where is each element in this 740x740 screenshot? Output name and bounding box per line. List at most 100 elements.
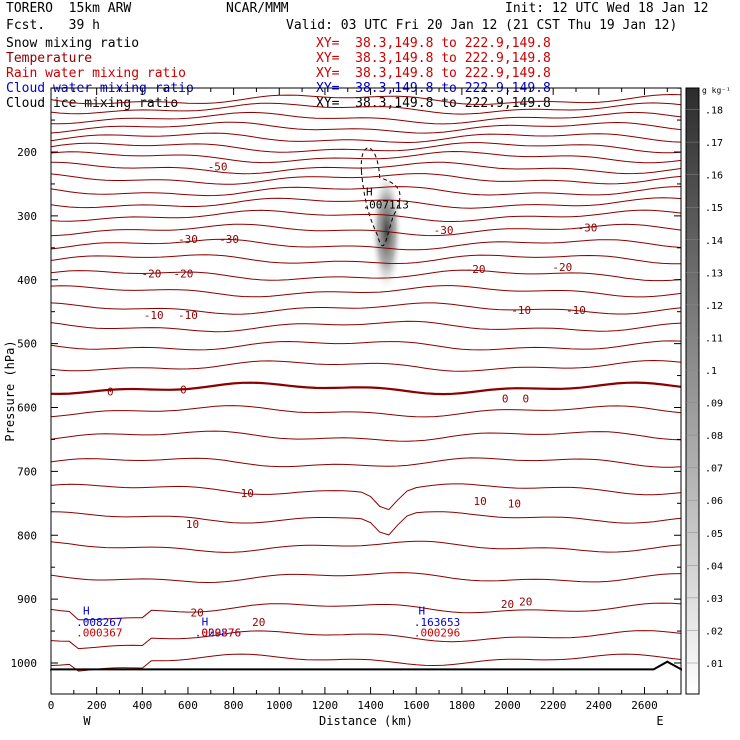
x-tick-label: 1800 — [449, 699, 476, 712]
extremum-label: .029876 — [195, 626, 241, 639]
extremum-label: .007113 — [363, 198, 409, 211]
x-tick-label: 1000 — [266, 699, 293, 712]
colorbar — [685, 87, 700, 695]
isotherm-line — [50, 223, 682, 237]
isotherm-line — [50, 483, 682, 511]
colorbar-tick-label: .14 — [705, 236, 723, 247]
isotherm-label: 0 — [107, 386, 114, 399]
x-tick-label: 2200 — [540, 699, 567, 712]
isotherm-line — [50, 209, 682, 223]
isotherm-line — [50, 359, 682, 372]
colorbar-tick-label: .04 — [705, 561, 723, 572]
center-name: NCAR/MMM — [226, 1, 289, 16]
isotherm-line — [50, 340, 682, 351]
isotherm-label: 20 — [252, 616, 265, 629]
y-tick-label: 300 — [17, 210, 37, 223]
isotherm-label: -30 — [577, 221, 597, 234]
isotherm-line — [50, 197, 682, 209]
y-tick-label: 800 — [17, 529, 37, 542]
x-tick-label: 1200 — [312, 699, 339, 712]
extremum-label: H — [366, 186, 373, 199]
isotherm-label: -30 — [178, 233, 198, 246]
isotherm-line — [50, 238, 682, 251]
y-tick-label: 500 — [17, 338, 37, 351]
field-label-rain: Rain water mixing ratio — [6, 66, 187, 81]
isotherm-label: -10 — [178, 309, 198, 322]
extremum-label: .000296 — [414, 626, 460, 639]
x-tick-label: 0 — [48, 699, 55, 712]
isotherm-label: 0 — [522, 393, 529, 406]
isotherm-line — [50, 150, 682, 164]
x-tick-label: 200 — [87, 699, 107, 712]
extremum-label: H — [83, 605, 90, 618]
isotherm-line — [50, 430, 682, 442]
isotherm-label: -20 — [141, 267, 161, 280]
colorbar-tick-label: .18 — [705, 106, 723, 117]
forecast-hour: Fcst. 39 h — [6, 18, 100, 33]
colorbar-tick-label: .02 — [705, 626, 723, 637]
isotherm-label: -50 — [208, 161, 228, 174]
isotherm-label: -30 — [219, 233, 239, 246]
isotherm-label: -10 — [144, 309, 164, 322]
east-end-label: E — [656, 714, 663, 728]
colorbar-unit: g kg⁻¹ — [702, 86, 731, 95]
extremum-label: .008267 — [76, 616, 122, 629]
colorbar-tick-label: .11 — [705, 333, 723, 344]
field-label-cloud-water: Cloud water mixing ratio — [6, 81, 194, 96]
field-xy-temperature: XY= 38.3,149.8 to 222.9,149.8 — [316, 51, 551, 66]
colorbar-tick-label: .05 — [705, 529, 723, 540]
isotherm-line — [50, 121, 682, 134]
isotherm-line — [50, 511, 682, 536]
model-name: TORERO 15km ARW — [6, 1, 132, 16]
isotherm-line — [50, 457, 682, 468]
isotherm-label: 20 — [190, 607, 203, 620]
isotherm-label: -10 — [511, 304, 531, 317]
field-label-cloud-ice: Cloud ice mixing ratio — [6, 96, 179, 111]
isotherm-line — [50, 93, 682, 105]
isotherm-line — [50, 173, 682, 185]
isotherm-line — [50, 302, 682, 315]
y-tick-label: 600 — [17, 402, 37, 415]
field-label-temperature: Temperature — [6, 51, 93, 66]
isotherm-label: 20 — [501, 598, 514, 611]
colorbar-tick-label: .17 — [705, 138, 723, 149]
colorbar-tick-label: .06 — [705, 496, 723, 507]
isotherm-line — [50, 572, 682, 584]
isotherm-line — [50, 381, 682, 396]
isotherm-label: 20 — [519, 596, 532, 609]
x-tick-label: 800 — [224, 699, 244, 712]
colorbar-tick-label: .12 — [705, 301, 723, 312]
isotherm-line — [50, 269, 682, 282]
isotherm-label: 10 — [186, 518, 199, 531]
y-tick-label: 700 — [17, 465, 37, 478]
plot-frame — [50, 87, 682, 695]
init-time: Init: 12 UTC Wed 18 Jan 12 — [505, 1, 709, 16]
isotherm-label: 10 — [241, 487, 254, 500]
isotherm-line — [50, 102, 682, 115]
colorbar-tick-label: .15 — [705, 203, 723, 214]
valid-time: Valid: 03 UTC Fri 20 Jan 12 (21 CST Thu … — [286, 18, 678, 33]
y-tick-label: 200 — [17, 146, 37, 159]
isotherm-line — [50, 161, 682, 175]
x-axis-title: Distance (km) — [319, 714, 413, 728]
extremum-label: .163653 — [414, 616, 460, 629]
x-tick-label: 600 — [178, 699, 198, 712]
colorbar-tick-label: .13 — [705, 268, 723, 279]
extremum-label: H — [419, 605, 426, 618]
isotherm-line — [50, 320, 682, 333]
x-tick-label: 400 — [132, 699, 152, 712]
colorbar-tick-label: .08 — [705, 431, 723, 442]
x-tick-label: 1400 — [357, 699, 384, 712]
field-xy-snow: XY= 38.3,149.8 to 222.9,149.8 — [316, 36, 551, 51]
isotherm-line — [50, 653, 682, 672]
colorbar-tick-label: .09 — [705, 399, 723, 410]
colorbar-tick-label: .1 — [705, 366, 717, 377]
isotherm-label: -20 — [552, 261, 572, 274]
extremum-label: H — [202, 615, 209, 628]
isotherm-line — [50, 285, 682, 298]
isotherm-line — [50, 254, 681, 265]
isotherm-label: 10 — [508, 497, 521, 510]
x-tick-label: 2600 — [631, 699, 658, 712]
